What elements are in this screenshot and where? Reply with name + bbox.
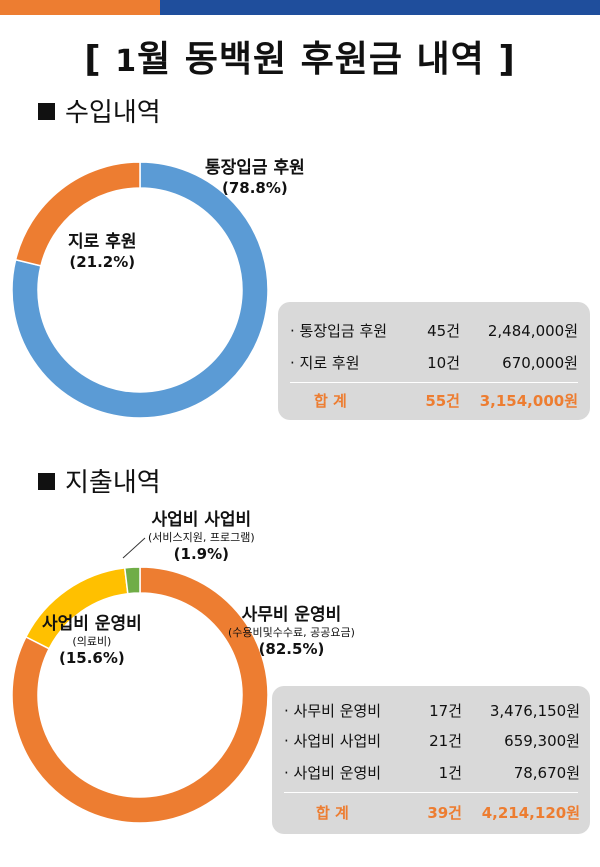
row-count: 45건	[427, 322, 460, 340]
income-heading: 수입내역	[38, 92, 161, 129]
table-row: · 사무비 운영비 17건 3,476,150원	[272, 700, 590, 730]
table-row-total: 합 계 55건 3,154,000원	[278, 390, 590, 420]
square-bullet-icon	[38, 103, 55, 120]
row-label: · 사무비 운영비	[284, 702, 382, 720]
income-donut-chart	[11, 161, 269, 419]
income-slice-name: 지로 후원	[68, 232, 137, 252]
total-amount: 4,214,120원	[481, 804, 580, 822]
expense-slice-2	[123, 566, 141, 595]
income-slice-pct: (21.2%)	[69, 253, 136, 272]
square-bullet-icon	[38, 473, 55, 490]
expense-leader-line	[122, 537, 146, 559]
total-label: 합 계	[316, 804, 349, 822]
expense-donut-chart	[11, 566, 269, 824]
top-accent-bar-blue	[160, 0, 600, 15]
row-amount: 3,476,150원	[489, 702, 580, 720]
expense-heading-text: 지출내역	[65, 468, 161, 498]
row-amount: 2,484,000원	[487, 322, 578, 340]
expense-slice-pct: (15.6%)	[59, 649, 125, 667]
expense-slice-sub: (서비스지원, 프로그램)	[148, 531, 255, 545]
total-count: 39건	[427, 804, 462, 822]
row-count: 1건	[438, 764, 462, 782]
top-accent-bar-orange	[0, 0, 160, 15]
page-title: [ 1월 동백원 후원금 내역 ]	[0, 30, 600, 82]
expense-slice-name: 사업비 운영비	[42, 614, 142, 634]
income-slice-pct: (78.8%)	[222, 179, 288, 198]
expense-slice-name: 사무비 운영비	[241, 605, 342, 625]
expense-label-program: 사업비 사업비 (서비스지원, 프로그램) (1.9%)	[148, 510, 255, 564]
row-label: · 지로 후원	[290, 354, 360, 372]
expense-slice-name: 사업비 사업비	[151, 510, 252, 530]
expense-slice-sub: (의료비)	[72, 635, 112, 649]
expense-slice-sub: (수용비및수수료, 공공요금)	[228, 626, 355, 640]
expense-heading: 지출내역	[38, 462, 161, 499]
row-label: · 사업비 사업비	[284, 732, 382, 750]
income-summary-box: · 통장입금 후원 45건 2,484,000원 · 지로 후원 10건 670…	[278, 302, 590, 420]
income-slice-0	[11, 161, 269, 419]
title-text: 월 동백원 후원금 내역	[137, 39, 485, 80]
summary-divider	[284, 792, 578, 793]
table-row: · 통장입금 후원 45건 2,484,000원	[278, 320, 590, 350]
title-bracket-open: [	[84, 39, 102, 80]
row-amount: 78,670원	[513, 764, 580, 782]
title-month-number: 1	[115, 44, 138, 79]
income-heading-text: 수입내역	[65, 98, 161, 128]
total-count: 55건	[425, 392, 460, 410]
title-bracket-close: ]	[498, 39, 516, 80]
income-slice-name: 통장입금 후원	[205, 158, 305, 178]
total-amount: 3,154,000원	[479, 392, 578, 410]
summary-divider	[290, 382, 578, 383]
row-count: 17건	[429, 702, 462, 720]
row-count: 21건	[429, 732, 462, 750]
total-label: 합 계	[314, 392, 347, 410]
table-row-total: 합 계 39건 4,214,120원	[272, 802, 590, 832]
expense-summary-box: · 사무비 운영비 17건 3,476,150원 · 사업비 사업비 21건 6…	[272, 686, 590, 834]
table-row: · 지로 후원 10건 670,000원	[278, 352, 590, 382]
income-slice-1	[14, 161, 141, 267]
table-row: · 사업비 사업비 21건 659,300원	[272, 730, 590, 760]
expense-slice-pct: (82.5%)	[258, 640, 325, 658]
expense-label-office: 사무비 운영비 (수용비및수수료, 공공요금) (82.5%)	[228, 605, 355, 659]
expense-slice-pct: (1.9%)	[173, 545, 229, 563]
expense-label-medical: 사업비 운영비 (의료비) (15.6%)	[42, 614, 142, 668]
row-label: · 통장입금 후원	[290, 322, 388, 340]
expense-slice-0	[11, 566, 269, 824]
income-label-giro: 지로 후원 (21.2%)	[68, 232, 136, 272]
row-count: 10건	[427, 354, 460, 372]
table-row: · 사업비 운영비 1건 78,670원	[272, 762, 590, 792]
row-label: · 사업비 운영비	[284, 764, 382, 782]
row-amount: 670,000원	[502, 354, 578, 372]
row-amount: 659,300원	[504, 732, 580, 750]
income-label-bank: 통장입금 후원 (78.8%)	[205, 158, 305, 198]
